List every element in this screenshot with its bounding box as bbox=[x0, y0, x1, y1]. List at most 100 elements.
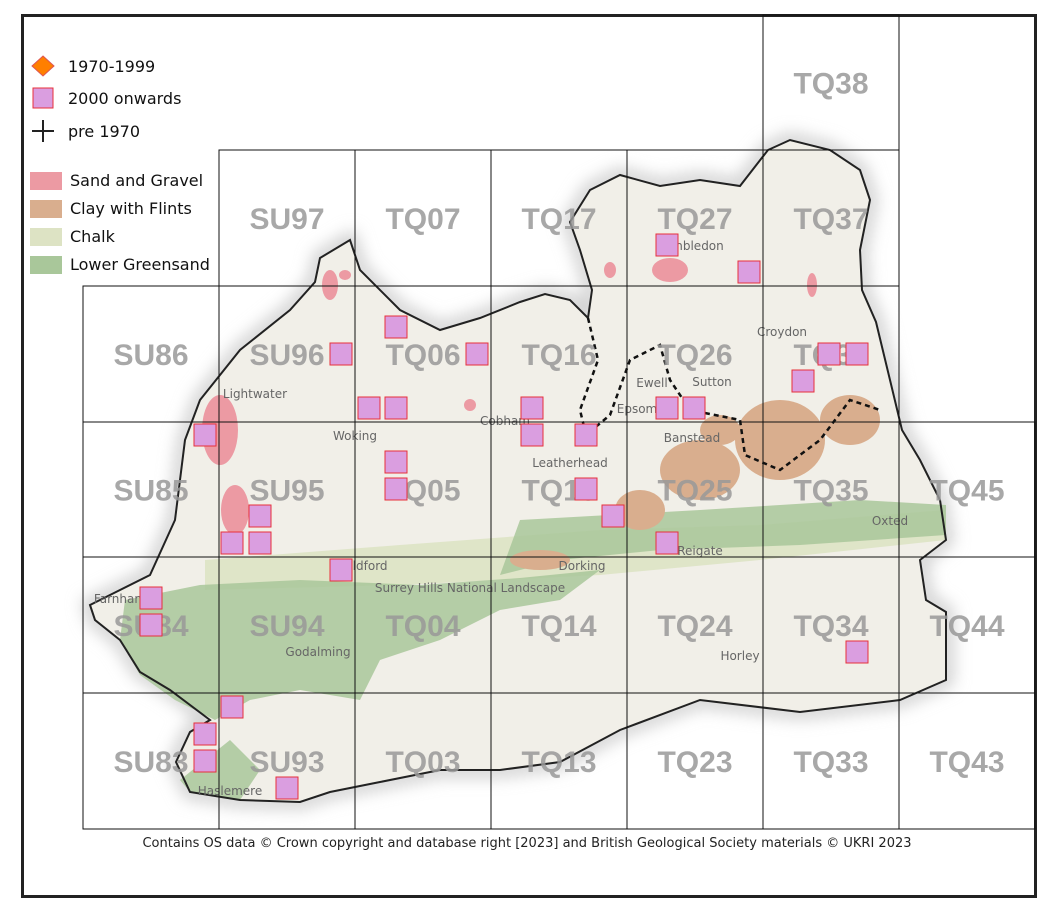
place-label: Godalming bbox=[285, 645, 350, 659]
record-2000-onwards-marker bbox=[791, 369, 815, 393]
place-label: Farnham bbox=[94, 592, 146, 606]
sand-and-gravel-patch bbox=[464, 399, 476, 411]
legend-label: 1970-1999 bbox=[68, 56, 156, 76]
place-label: Oxted bbox=[872, 514, 908, 528]
geology-layer bbox=[88, 138, 948, 804]
legend-item-geology: Clay with Flints bbox=[30, 199, 192, 218]
place-label: Ewell bbox=[636, 376, 667, 390]
clay-with-flints-patch bbox=[820, 395, 880, 445]
record-2000-onwards-marker bbox=[574, 423, 598, 447]
grid-label: TQ26 bbox=[657, 339, 732, 372]
legend-label: Sand and Gravel bbox=[70, 171, 204, 190]
place-label: Cobham bbox=[480, 414, 530, 428]
place-label: Banstead bbox=[664, 431, 721, 445]
record-2000-onwards-marker bbox=[275, 776, 299, 800]
place-label: Surrey Hills National Landscape bbox=[375, 581, 565, 595]
place-label: Horley bbox=[720, 649, 759, 663]
grid-label: TQ44 bbox=[929, 610, 1004, 643]
record-2000-onwards-marker bbox=[655, 396, 679, 420]
grid-label: SU96 bbox=[249, 339, 324, 372]
record-2000-onwards-marker bbox=[655, 531, 679, 555]
grid-label: TQ13 bbox=[521, 746, 596, 779]
record-2000-onwards-marker bbox=[193, 749, 217, 773]
cross-icon bbox=[32, 120, 54, 142]
grid-label: TQ14 bbox=[521, 610, 596, 643]
record-2000-onwards-marker bbox=[845, 640, 869, 664]
grid-label: TQ06 bbox=[385, 339, 460, 372]
square-icon bbox=[32, 87, 54, 109]
clay-with-flints-patch bbox=[735, 400, 825, 480]
lower-greensand bbox=[120, 570, 600, 720]
grid-label: TQ38 bbox=[793, 68, 868, 101]
record-2000-onwards-marker bbox=[384, 396, 408, 420]
os-grid: TQ38 SU97 TQ07 TQ17 TQ27 TQ37 SU86 SU96 TQ06 TQ16… bbox=[82, 14, 1036, 830]
place-label: Lightwater bbox=[223, 387, 287, 401]
diamond-icon bbox=[31, 55, 55, 77]
grid-label: SU93 bbox=[249, 746, 324, 779]
place-label: Haslemere bbox=[198, 784, 262, 798]
legend-item-2000-onwards: 2000 onwards bbox=[30, 87, 181, 109]
grid-label: TQ17 bbox=[521, 203, 596, 236]
record-2000-onwards-marker bbox=[682, 396, 706, 420]
place-label: Croydon bbox=[757, 325, 807, 339]
place-label: Epsom bbox=[617, 402, 657, 416]
place-label: Dorking bbox=[558, 559, 605, 573]
place-label: Sutton bbox=[692, 375, 732, 389]
grid-label: TQ25 bbox=[657, 475, 732, 508]
attribution-caption: Contains OS data © Crown copyright and d… bbox=[142, 836, 912, 851]
legend-item-1970-1999: 1970-1999 bbox=[30, 55, 155, 77]
record-2000-onwards-marker bbox=[139, 613, 163, 637]
grid-label: TQ03 bbox=[385, 746, 460, 779]
grid-label: TQ27 bbox=[657, 203, 732, 236]
grid-label: SU83 bbox=[113, 746, 188, 779]
record-2000-onwards-marker bbox=[601, 504, 625, 528]
legend-label: Clay with Flints bbox=[70, 199, 192, 218]
grid-label: SU97 bbox=[249, 203, 324, 236]
record-2000-onwards-marker bbox=[248, 531, 272, 555]
sand-and-gravel-patch bbox=[604, 262, 616, 278]
clay-with-flints-patch bbox=[510, 550, 570, 570]
record-2000-onwards-marker bbox=[384, 450, 408, 474]
grid-label: TQ33 bbox=[793, 746, 868, 779]
legend-label: 2000 onwards bbox=[68, 88, 182, 108]
grid-cell bbox=[898, 692, 1036, 830]
grid-label: TQ07 bbox=[385, 203, 460, 236]
grid-label: TQ24 bbox=[657, 610, 732, 643]
swatch-icon bbox=[30, 227, 62, 246]
clay-with-flints-patch bbox=[660, 440, 740, 500]
record-2000-onwards-marker bbox=[845, 342, 869, 366]
swatch-icon bbox=[30, 255, 62, 274]
record-2000-onwards-marker bbox=[737, 260, 761, 284]
grid-label: TQ34 bbox=[793, 610, 868, 643]
grid-label: SU94 bbox=[249, 610, 324, 643]
record-2000-onwards-marker bbox=[357, 396, 381, 420]
record-2000-onwards-marker bbox=[817, 342, 841, 366]
sand-and-gravel-patch bbox=[652, 258, 688, 282]
legend-item-geology: Chalk bbox=[30, 227, 115, 246]
record-2000-onwards-marker bbox=[329, 558, 353, 582]
legend-label: Lower Greensand bbox=[70, 255, 210, 274]
grid-label: SU85 bbox=[113, 475, 188, 508]
record-2000-onwards-marker bbox=[220, 531, 244, 555]
sand-and-gravel-patch bbox=[322, 270, 338, 300]
lower-greensand-south bbox=[180, 740, 260, 800]
record-2000-onwards-marker bbox=[465, 342, 489, 366]
grid-label: TQ16 bbox=[521, 339, 596, 372]
sand-and-gravel-patch bbox=[339, 270, 351, 280]
sand-and-gravel-patch bbox=[221, 485, 249, 535]
record-2000-onwards-marker bbox=[139, 586, 163, 610]
record-2000-onwards-marker bbox=[193, 423, 217, 447]
district-boundary-dashed bbox=[578, 317, 881, 472]
record-2000-onwards-marker bbox=[384, 477, 408, 501]
grid-label: SU95 bbox=[249, 475, 324, 508]
record-2000-onwards-marker bbox=[655, 233, 679, 257]
record-2000-onwards-marker bbox=[329, 342, 353, 366]
record-2000-onwards-marker bbox=[520, 423, 544, 447]
grid-label: TQ35 bbox=[793, 475, 868, 508]
record-markers bbox=[139, 233, 869, 800]
grid-label: TQ45 bbox=[929, 475, 1004, 508]
record-2000-onwards-marker bbox=[193, 722, 217, 746]
sand-and-gravel-patch bbox=[202, 395, 238, 465]
sand-and-gravel-patch bbox=[807, 273, 817, 297]
